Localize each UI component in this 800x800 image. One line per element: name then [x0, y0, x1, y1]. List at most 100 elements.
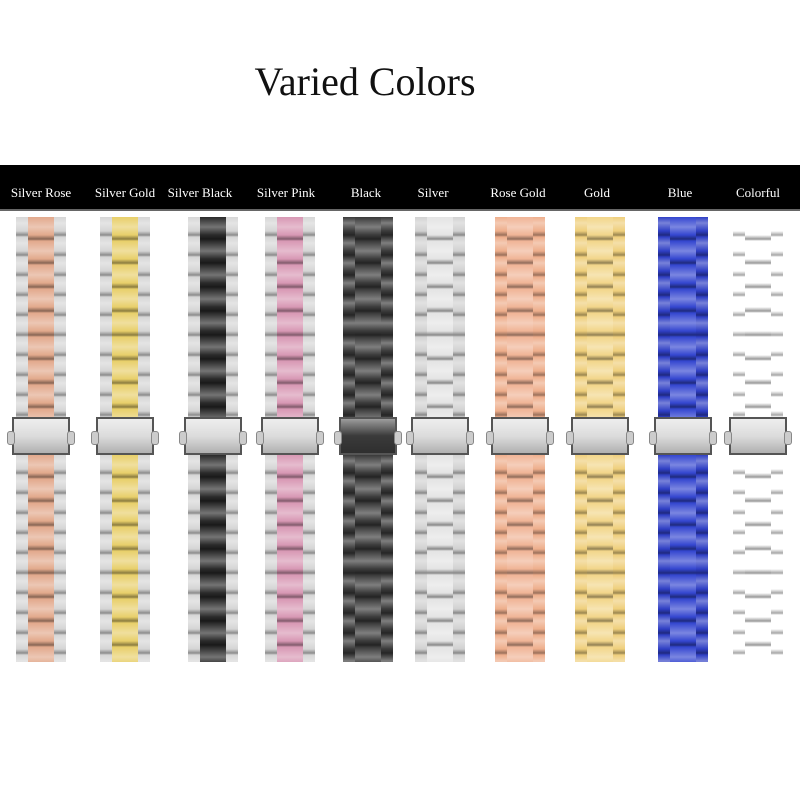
outer-links: [696, 455, 708, 662]
strap-bot: [658, 455, 708, 662]
strap-bot: [575, 455, 625, 662]
strap-top: [188, 217, 238, 417]
strap-top: [343, 217, 393, 417]
outer-links: [658, 455, 670, 662]
center-links: [587, 455, 613, 662]
clasp: [406, 417, 474, 455]
outer-links: [613, 455, 625, 662]
outer-links: [533, 217, 545, 417]
release-button-icon: [546, 431, 554, 445]
release-button-icon: [784, 431, 792, 445]
outer-links: [226, 455, 238, 662]
release-button-icon: [709, 431, 717, 445]
watch-band-silver-rose[interactable]: [7, 217, 75, 662]
center-links: [507, 455, 533, 662]
center-links: [670, 217, 696, 417]
outer-links: [100, 217, 112, 417]
watch-band-silver-gold[interactable]: [91, 217, 159, 662]
center-links: [355, 455, 381, 662]
outer-links: [54, 455, 66, 662]
outer-links: [303, 455, 315, 662]
watch-band-colorful[interactable]: [724, 217, 792, 662]
watch-band-gold[interactable]: [566, 217, 634, 662]
release-button-icon: [316, 431, 324, 445]
release-button-icon: [334, 431, 342, 445]
watch-band-silver[interactable]: [406, 217, 474, 662]
strap-bot: [495, 455, 545, 662]
clasp: [91, 417, 159, 455]
strap-top: [415, 217, 465, 417]
outer-links: [343, 455, 355, 662]
clasp: [334, 417, 402, 455]
watch-band-rose-gold[interactable]: [486, 217, 554, 662]
release-button-icon: [256, 431, 264, 445]
variant-label: Rose Gold: [490, 185, 546, 200]
outer-links: [343, 217, 355, 417]
variant-label: Silver Gold: [94, 185, 156, 200]
outer-links: [733, 455, 745, 662]
outer-links: [575, 217, 587, 417]
strap-bot: [16, 455, 66, 662]
center-links: [200, 455, 226, 662]
outer-links: [575, 455, 587, 662]
clasp: [649, 417, 717, 455]
release-button-icon: [724, 431, 732, 445]
variant-label: Silver Rose: [10, 185, 72, 200]
center-links: [355, 217, 381, 417]
strap-bot: [265, 455, 315, 662]
outer-links: [16, 455, 28, 662]
outer-links: [303, 217, 315, 417]
outer-links: [16, 217, 28, 417]
center-links: [112, 217, 138, 417]
outer-links: [381, 217, 393, 417]
center-links: [277, 455, 303, 662]
strap-bot: [188, 455, 238, 662]
page-title: Varied Colors: [254, 59, 476, 104]
release-button-icon: [649, 431, 657, 445]
center-links: [28, 455, 54, 662]
outer-links: [100, 455, 112, 662]
outer-links: [495, 217, 507, 417]
watch-band-black[interactable]: [334, 217, 402, 662]
center-links: [670, 455, 696, 662]
release-button-icon: [239, 431, 247, 445]
center-links: [507, 217, 533, 417]
center-links: [28, 217, 54, 417]
variant-label: Blue: [667, 185, 693, 200]
watch-band-silver-black[interactable]: [179, 217, 247, 662]
variant-label: Silver Black: [167, 185, 233, 200]
release-button-icon: [406, 431, 414, 445]
outer-links: [453, 455, 465, 662]
strap-bot: [343, 455, 393, 662]
clasp: [7, 417, 75, 455]
strap-top: [265, 217, 315, 417]
variant-label: Gold: [584, 185, 610, 200]
strap-top: [100, 217, 150, 417]
label-bar: Silver Rose Silver Gold Silver Black Silver…: [0, 165, 800, 211]
strap-top: [495, 217, 545, 417]
outer-links: [265, 455, 277, 662]
clasp: [486, 417, 554, 455]
outer-links: [188, 455, 200, 662]
outer-links: [771, 455, 783, 662]
watch-band-silver-pink[interactable]: [256, 217, 324, 662]
outer-links: [54, 217, 66, 417]
strap-top: [16, 217, 66, 417]
strap-bot: [100, 455, 150, 662]
outer-links: [381, 455, 393, 662]
release-button-icon: [179, 431, 187, 445]
outer-links: [138, 455, 150, 662]
release-button-icon: [466, 431, 474, 445]
strap-top: [733, 217, 783, 417]
release-button-icon: [394, 431, 402, 445]
outer-links: [658, 217, 670, 417]
center-links: [427, 217, 453, 417]
strap-top: [575, 217, 625, 417]
center-links: [427, 455, 453, 662]
strap-bot: [733, 455, 783, 662]
watch-band-blue[interactable]: [649, 217, 717, 662]
center-links: [200, 217, 226, 417]
variant-label: Silver Pink: [256, 185, 316, 200]
center-links: [277, 217, 303, 417]
clasp: [566, 417, 634, 455]
